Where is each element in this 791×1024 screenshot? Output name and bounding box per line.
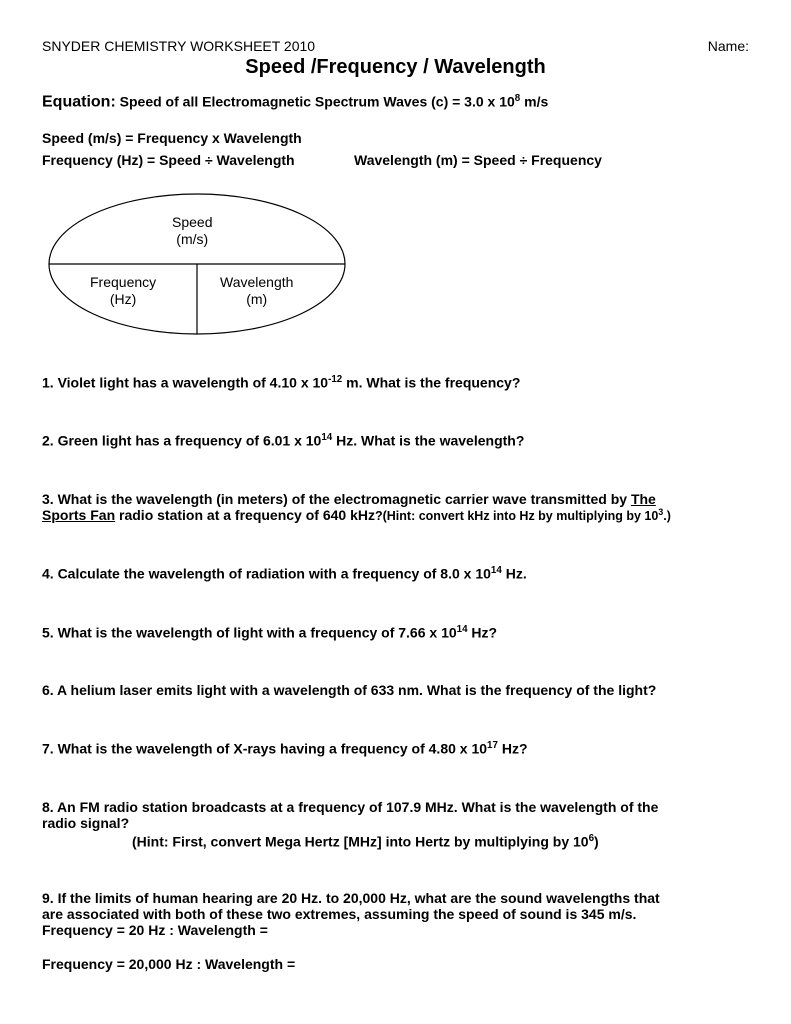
- question-8: 8. An FM radio station broadcasts at a f…: [42, 799, 749, 850]
- question-4: 4. Calculate the wavelength of radiation…: [42, 565, 749, 582]
- question-2: 2. Green light has a frequency of 6.01 x…: [42, 432, 749, 449]
- diagram-bottom-right: Wavelength (m): [220, 274, 293, 309]
- formula-2: Frequency (Hz) = Speed ÷ Wavelength: [42, 152, 354, 168]
- q5-pre: 5. What is the wavelength of light with …: [42, 624, 457, 640]
- equation-text-before: Speed of all Electromagnetic Spectrum Wa…: [116, 94, 515, 110]
- q9-l4: Frequency = 20,000 Hz : Wavelength =: [42, 956, 749, 972]
- question-7: 7. What is the wavelength of X-rays havi…: [42, 740, 749, 757]
- q3-l1-pre: 3. What is the wavelength (in meters) of…: [42, 491, 631, 507]
- q9-l3: Frequency = 20 Hz : Wavelength =: [42, 922, 268, 938]
- q8-hint-post: ): [594, 834, 599, 850]
- q7-exp: 17: [487, 740, 498, 751]
- q1-exp: -12: [328, 374, 342, 385]
- q4-post: Hz.: [502, 566, 527, 582]
- q1-post: m. What is the frequency?: [342, 374, 520, 390]
- q3-l2-u: Sports Fan: [42, 507, 115, 523]
- formula-row-2: Frequency (Hz) = Speed ÷ Wavelength Wave…: [42, 152, 749, 168]
- q3-l2-mid: radio station at a frequency of 640 kHz: [115, 507, 375, 523]
- question-5: 5. What is the wavelength of light with …: [42, 624, 749, 641]
- q8-hint: (Hint: First, convert Mega Hertz [MHz] i…: [132, 833, 749, 850]
- question-1: 1. Violet light has a wavelength of 4.10…: [42, 374, 749, 391]
- header-row: SNYDER CHEMISTRY WORKSHEET 2010 Name:: [42, 38, 749, 54]
- q7-post: Hz?: [498, 741, 528, 757]
- question-3: 3. What is the wavelength (in meters) of…: [42, 491, 749, 523]
- q3-hint-post: .): [663, 509, 671, 523]
- diagram-br-l2: (m): [246, 291, 267, 307]
- question-6: 6. A helium laser emits light with a wav…: [42, 682, 749, 698]
- q8-hint-pre: (Hint: First, convert Mega Hertz [MHz] i…: [132, 834, 589, 850]
- equation-text-after: m/s: [520, 94, 548, 110]
- equation-line: Equation: Speed of all Electromagnetic S…: [42, 93, 749, 112]
- header-name-field: Name:: [708, 38, 749, 54]
- diagram-top: Speed (m/s): [172, 214, 212, 249]
- q4-pre: 4. Calculate the wavelength of radiation…: [42, 566, 491, 582]
- diagram-top-l1: Speed: [172, 214, 212, 230]
- q7-pre: 7. What is the wavelength of X-rays havi…: [42, 741, 487, 757]
- diagram-bl-l2: (Hz): [110, 291, 136, 307]
- q5-exp: 14: [457, 624, 468, 635]
- q1-pre: 1. Violet light has a wavelength of 4.10…: [42, 374, 328, 390]
- q9-l1: 9. If the limits of human hearing are 20…: [42, 890, 660, 906]
- formula-1: Speed (m/s) = Frequency x Wavelength: [42, 130, 749, 146]
- header-left: SNYDER CHEMISTRY WORKSHEET 2010: [42, 38, 315, 54]
- question-9: 9. If the limits of human hearing are 20…: [42, 890, 749, 938]
- page-title: Speed /Frequency / Wavelength: [42, 56, 749, 79]
- ellipse-svg: [42, 184, 352, 344]
- q2-post: Hz. What is the wavelength?: [332, 433, 524, 449]
- q9-l2: are associated with both of these two ex…: [42, 906, 636, 922]
- q8-l1: 8. An FM radio station broadcasts at a f…: [42, 799, 658, 815]
- formula-triangle-diagram: Speed (m/s) Frequency (Hz) Wavelength (m…: [42, 184, 352, 344]
- diagram-top-l2: (m/s): [176, 231, 208, 247]
- diagram-br-l1: Wavelength: [220, 274, 293, 290]
- q8-l2: radio signal?: [42, 815, 129, 831]
- q2-pre: 2. Green light has a frequency of 6.01 x…: [42, 433, 321, 449]
- q4-exp: 14: [491, 565, 502, 576]
- q3-l1-u: The: [631, 491, 656, 507]
- diagram-bottom-left: Frequency (Hz): [90, 274, 156, 309]
- formula-3: Wavelength (m) = Speed ÷ Frequency: [354, 152, 602, 168]
- equation-label: Equation:: [42, 94, 116, 111]
- worksheet-page: SNYDER CHEMISTRY WORKSHEET 2010 Name: Sp…: [0, 0, 791, 1010]
- q3-hint-pre: ?(Hint: convert kHz into Hz by multiplyi…: [375, 509, 658, 523]
- diagram-bl-l1: Frequency: [90, 274, 156, 290]
- q5-post: Hz?: [468, 624, 498, 640]
- q2-exp: 14: [321, 432, 332, 443]
